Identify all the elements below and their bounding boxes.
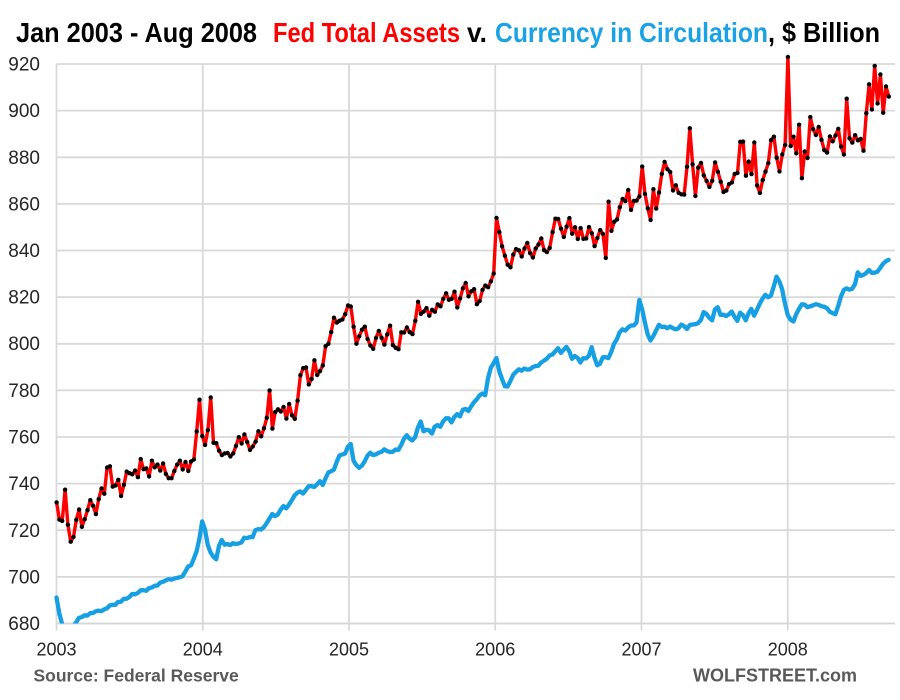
svg-text:WOLFSTREET.com: WOLFSTREET.com [693,666,857,686]
svg-text:800: 800 [8,334,40,355]
svg-text:Source: Federal Reserve: Source: Federal Reserve [34,666,240,686]
svg-text:760: 760 [8,428,40,449]
svg-text:740: 740 [8,474,40,495]
svg-text:780: 780 [8,381,40,402]
svg-text:, $ Billion: , $ Billion [768,17,880,48]
svg-text:Currency in Circulation: Currency in Circulation [495,17,768,48]
svg-text:700: 700 [8,567,40,588]
svg-text:820: 820 [8,288,40,309]
svg-text:2004: 2004 [183,640,223,660]
svg-text:2003: 2003 [36,640,76,660]
svg-text:2006: 2006 [475,640,515,660]
svg-text:2005: 2005 [329,640,369,660]
svg-text:840: 840 [8,241,40,262]
svg-text:880: 880 [8,148,40,169]
svg-text:2007: 2007 [621,640,661,660]
svg-text:860: 860 [8,194,40,215]
svg-text:2008: 2008 [768,640,808,660]
svg-text:720: 720 [8,521,40,542]
svg-text:920: 920 [8,55,40,76]
svg-text:680: 680 [8,614,40,635]
svg-text:Jan 2003 - Aug 2008: Jan 2003 - Aug 2008 [16,17,257,48]
svg-text:Fed Total Assets: Fed Total Assets [273,17,460,48]
svg-text:v.: v. [467,17,487,48]
svg-text:900: 900 [8,101,40,122]
